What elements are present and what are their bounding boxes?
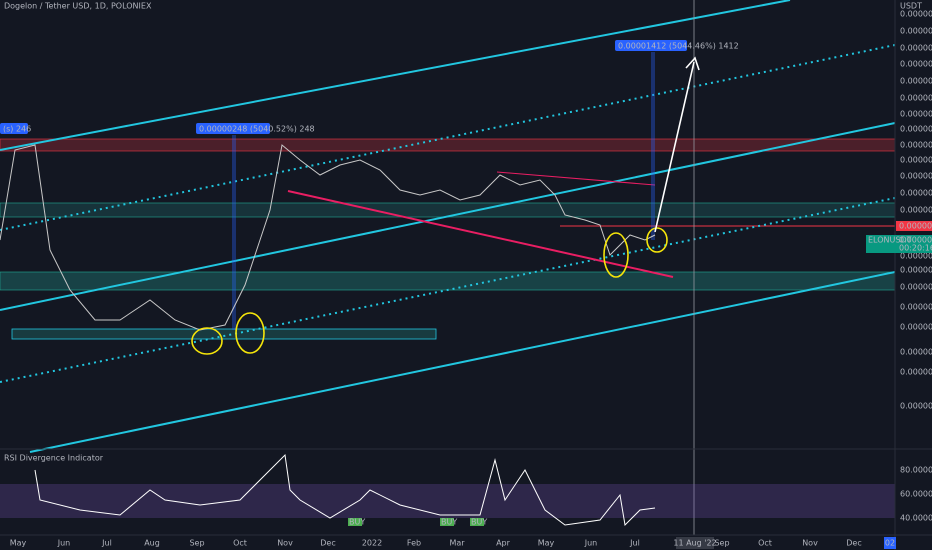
resistance-zone — [0, 138, 896, 152]
highlight-circle — [646, 227, 668, 253]
time-label: Feb — [407, 539, 421, 548]
channel-dotted-lower — [0, 197, 896, 383]
price-series — [0, 144, 656, 331]
countdown: 00:20:16 — [899, 244, 932, 253]
forecast-arrow — [654, 56, 700, 233]
measure-bar — [232, 135, 236, 330]
time-label: May — [10, 539, 27, 548]
time-label: Dec — [846, 539, 861, 548]
channel-top — [0, 0, 791, 151]
time-label: Jul — [101, 539, 112, 548]
indicator-name: RSI Divergence Indicator — [4, 454, 104, 463]
channel-mid — [0, 122, 896, 311]
alert-badge — [896, 221, 932, 231]
channel-bottom — [29, 271, 896, 453]
price-label: 0.0000000001 — [900, 402, 932, 411]
time-label: Nov — [802, 539, 818, 548]
buy-signal: BUY — [471, 518, 487, 527]
rsi-band — [0, 484, 895, 518]
alert-price: 0.0000000043 — [899, 222, 932, 231]
time-label: Jun — [584, 539, 598, 548]
trend-line-down — [287, 190, 674, 278]
buy-signal: BUY — [441, 518, 457, 527]
price-label: 0.0000000003 — [900, 348, 932, 357]
price-label: 0.0000000320 — [900, 125, 932, 134]
time-label: Sep — [189, 539, 204, 548]
symbol-name: ELONUSDT — [868, 236, 912, 245]
price-label: 0.0000000230 — [900, 141, 932, 150]
price-label: 0.0000000440 — [900, 110, 932, 119]
price-label: 0.0000000060 — [900, 206, 932, 215]
measure-label-bg — [196, 123, 270, 134]
rsi-series — [34, 453, 656, 527]
price-label: 0.0000000085 — [900, 189, 932, 198]
price-label: 0.0000000120 — [900, 172, 932, 181]
buy-signal-bg — [470, 518, 484, 526]
time-label: Dec — [320, 539, 335, 548]
price-label: 0.0000000005 — [900, 323, 932, 332]
buy-signal-bg — [348, 518, 362, 526]
measure-label-bg — [615, 40, 687, 51]
measure-label: 0.00000248 (5040.52%) 248 — [199, 125, 315, 134]
price-label: 0.0000000170 — [900, 156, 932, 165]
symbol-badge — [866, 235, 932, 253]
time-label: Nov — [277, 539, 293, 548]
price-unit: USDT — [900, 2, 922, 11]
header-title: Dogelon / Tether USD, 1D, POLONIEX — [4, 2, 152, 11]
highlight-circle — [235, 312, 265, 354]
time-label: Aug — [144, 539, 160, 548]
time-label: May — [538, 539, 555, 548]
time-label: Mar — [449, 539, 465, 548]
corner-badge — [884, 537, 896, 549]
time-label: Oct — [233, 539, 247, 548]
time-label: Oct — [758, 539, 772, 548]
cursor-badge — [676, 537, 714, 549]
price-label: 0.0000001700 — [900, 44, 932, 53]
time-label: Jul — [629, 539, 640, 548]
corner-label: 02 — [885, 539, 895, 548]
price-label: 0.0000001200 — [900, 60, 932, 69]
price-label: 0.0000002400 — [900, 27, 932, 36]
symbol-price: 0.0000000031 — [899, 236, 932, 245]
measure-label: 0.00001412 (5044.46%) 1412 — [618, 42, 739, 51]
price-label: 0.0000000008 — [900, 303, 932, 312]
measure-bar — [651, 52, 655, 240]
time-label: Sep — [714, 539, 729, 548]
price-label: 0.0000000023 — [900, 252, 932, 261]
price-label: 0.0000000850 — [900, 77, 932, 86]
cursor-label: 11 Aug '22 — [673, 539, 716, 548]
base-zone — [11, 328, 437, 340]
buy-signal-bg — [440, 518, 454, 526]
time-label: 2022 — [362, 539, 382, 548]
price-label: 0.0000000600 — [900, 94, 932, 103]
price-label: 0.0000000012 — [900, 283, 932, 292]
measure-label-bg — [0, 123, 28, 134]
price-label: 0.0000003400 — [900, 10, 932, 19]
time-label: Apr — [496, 539, 511, 548]
measure-label: (s) 246 — [3, 125, 31, 134]
channel-dotted-upper — [0, 44, 896, 231]
buy-signal: BUY — [349, 518, 365, 527]
price-label: 0.0000000002 — [900, 368, 932, 377]
highlight-circle — [191, 327, 223, 355]
time-label: Jun — [57, 539, 71, 548]
support-zone — [0, 202, 896, 218]
price-label: 0.0000000017 — [900, 266, 932, 275]
highlight-circle — [603, 232, 629, 278]
trend-line-top — [496, 171, 656, 186]
